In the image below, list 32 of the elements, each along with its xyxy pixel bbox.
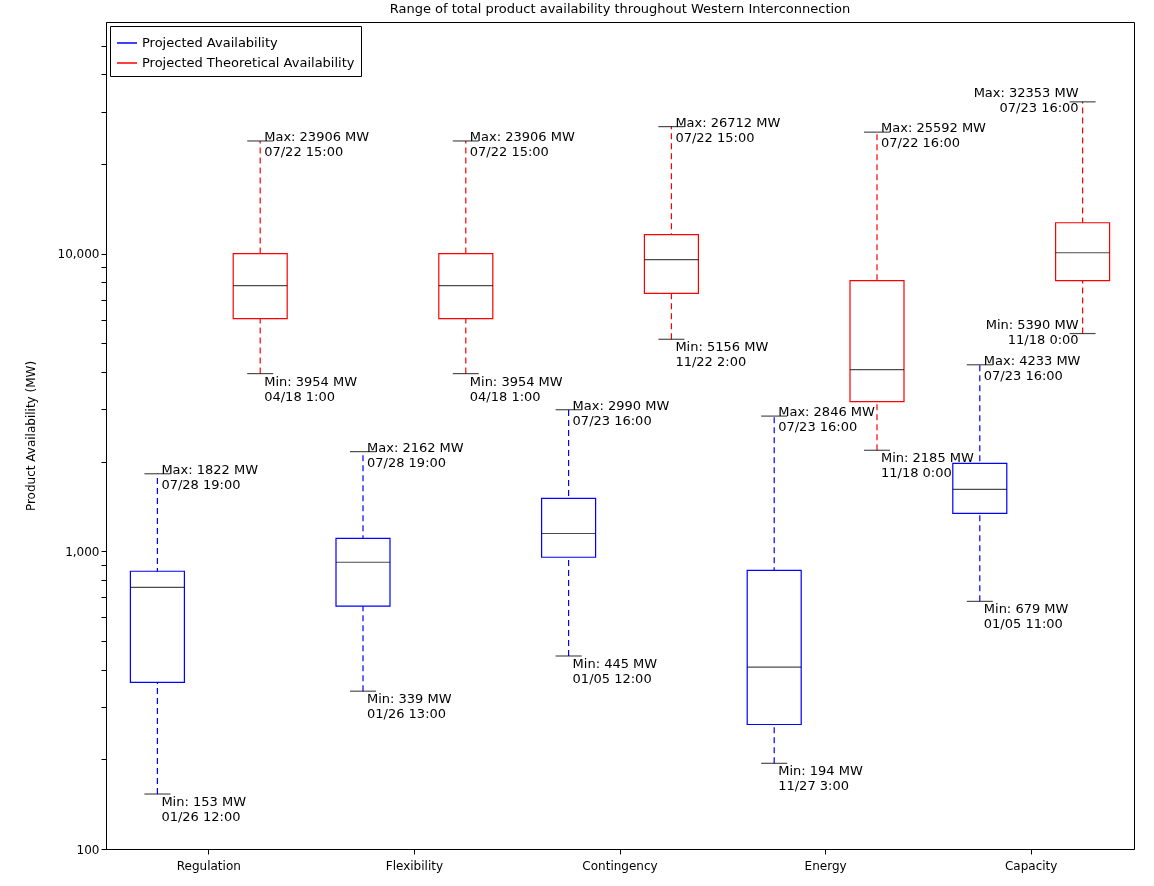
annotation: Min: 445 MW 01/05 12:00 xyxy=(572,656,658,686)
annotation: Max: 25592 MW 07/22 16:00 xyxy=(881,120,987,151)
annotation: Min: 153 MW 01/26 12:00 xyxy=(161,794,247,825)
chart-title: Range of total product availability throughout Western Interconnection xyxy=(389,1,851,16)
annotation: Min: 679 MW 01/05 11:00 xyxy=(983,601,1069,632)
x-tick-label: Energy xyxy=(804,858,847,873)
x-tick-label: Contingency xyxy=(582,858,658,873)
annotation: Max: 2162 MW 07/28 19:00 xyxy=(367,439,464,470)
annotation: Max: 23906 MW 07/22 15:00 xyxy=(469,128,575,159)
x-tick-label: Regulation xyxy=(176,858,241,873)
annotation: Max: 32353 MW 07/23 16:00 xyxy=(973,84,1079,115)
x-tick-label: Capacity xyxy=(1004,858,1058,873)
annotation: Max: 23906 MW 07/22 15:00 xyxy=(264,128,370,159)
annotation: Min: 5390 MW 11/18 0:00 xyxy=(985,316,1079,347)
legend-label: Projected Availability xyxy=(142,35,279,50)
annotation: Max: 2990 MW 07/23 16:00 xyxy=(572,397,670,428)
annotation: Min: 339 MW 01/26 13:00 xyxy=(367,691,452,722)
y-tick-label: 10,000 xyxy=(57,247,100,262)
annotation: Max: 1822 MW 07/28 19:00 xyxy=(161,461,259,492)
annotation: Max: 26712 MW 07/22 15:00 xyxy=(675,114,781,145)
legend-label: Projected Theoretical Availability xyxy=(142,55,355,70)
annotation: Min: 194 MW 11/27 3:00 xyxy=(778,763,863,794)
annotation: Max: 4233 MW 07/23 16:00 xyxy=(983,352,1081,383)
x-tick-label: Flexibility xyxy=(385,858,444,873)
annotation: Min: 5156 MW 11/22 2:00 xyxy=(675,339,769,370)
annotation: Min: 3954 MW 04/18 1:00 xyxy=(469,373,563,404)
y-tick-label: 1,000 xyxy=(65,544,100,559)
annotation: Max: 2846 MW 07/23 16:00 xyxy=(778,404,876,435)
y-tick-label: 100 xyxy=(76,842,100,857)
annotation: Min: 3954 MW 04/18 1:00 xyxy=(264,373,358,404)
y-axis-title: Product Availability (MW) xyxy=(23,360,38,512)
annotation: Min: 2185 MW 11/18 0:00 xyxy=(881,450,975,481)
